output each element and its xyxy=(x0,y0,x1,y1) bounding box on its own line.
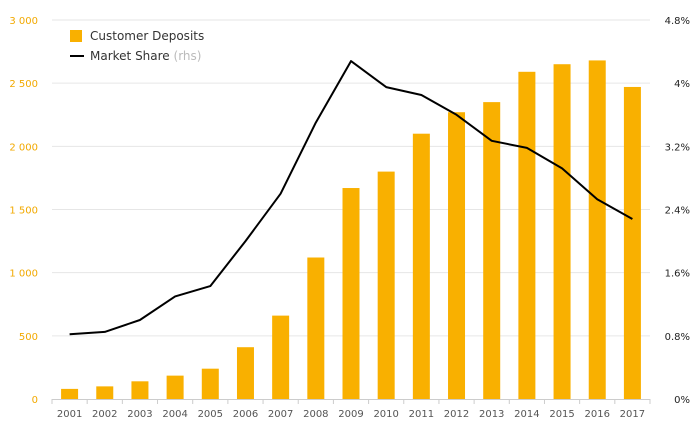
bar-customer-deposits xyxy=(272,315,290,399)
x-tick-label: 2005 xyxy=(198,409,223,420)
bar-customer-deposits xyxy=(236,347,254,399)
legend-label-customer-deposits: Customer Deposits xyxy=(90,29,204,43)
x-tick-label: 2001 xyxy=(57,409,82,420)
y-left-tick-label: 0 xyxy=(32,395,38,406)
x-tick-label: 2007 xyxy=(268,409,293,420)
y-left-tick-label: 2 500 xyxy=(9,79,38,90)
y-right-tick-label: 4% xyxy=(674,79,690,90)
y-left-tick-label: 3 000 xyxy=(9,16,38,27)
x-tick-label: 2003 xyxy=(127,409,152,420)
bar-customer-deposits xyxy=(588,60,606,399)
x-tick-label: 2002 xyxy=(92,409,117,420)
y-left-tick-label: 500 xyxy=(19,332,38,343)
deposit-bars xyxy=(61,60,641,400)
market-share-line xyxy=(69,60,633,336)
bar-customer-deposits xyxy=(412,133,430,399)
x-tick-label: 2004 xyxy=(162,409,187,420)
bar-customer-deposits xyxy=(307,257,325,399)
y-left-tick-label: 2 000 xyxy=(9,142,38,153)
x-tick-label: 2009 xyxy=(338,409,363,420)
bar-customer-deposits xyxy=(483,102,501,399)
market-share-line-layer xyxy=(69,60,633,336)
bar-customer-deposits xyxy=(518,71,536,400)
bar-customer-deposits xyxy=(448,112,466,400)
x-tick-label: 2013 xyxy=(479,409,504,420)
bar-customer-deposits xyxy=(61,388,79,399)
x-tick-label: 2016 xyxy=(585,409,610,420)
x-tick-label: 2008 xyxy=(303,409,328,420)
y-right-tick-label: 3.2% xyxy=(665,142,690,153)
x-tick-label: 2006 xyxy=(233,409,258,420)
bar-customer-deposits xyxy=(377,171,395,399)
x-tick-label: 2017 xyxy=(620,409,645,420)
bar-customer-deposits xyxy=(201,368,219,399)
legend-swatch-customer-deposits xyxy=(70,30,82,42)
bar-customer-deposits xyxy=(342,188,360,399)
bar-customer-deposits xyxy=(96,386,114,399)
axes: 0 500 1 000 1 500 2 000 2 500 3 000 0% 0.8% 1.6% 2… xyxy=(9,16,690,420)
x-tick-label: 2015 xyxy=(549,409,574,420)
bar-customer-deposits xyxy=(166,375,184,399)
x-tick-label: 2011 xyxy=(409,409,434,420)
legend-label-market-share: Market Share (rhs) xyxy=(90,49,201,63)
bar-customer-deposits xyxy=(131,381,149,399)
bar-customer-deposits xyxy=(623,86,641,399)
x-tick-label: 2010 xyxy=(373,409,398,420)
legend-label-market-share-name: Market Share xyxy=(90,49,170,63)
y-left-tick-label: 1 500 xyxy=(9,206,38,217)
x-tick-label: 2012 xyxy=(444,409,469,420)
y-right-tick-label: 0% xyxy=(674,395,690,406)
y-right-tick-label: 4.8% xyxy=(665,16,690,27)
legend-label-market-share-note: (rhs) xyxy=(174,49,202,63)
x-tick-label: 2014 xyxy=(514,409,539,420)
y-left-tick-label: 1 000 xyxy=(9,269,38,280)
y-right-tick-label: 2.4% xyxy=(665,206,690,217)
y-right-tick-label: 1.6% xyxy=(665,269,690,280)
bar-customer-deposits xyxy=(553,64,571,399)
legend: Customer Deposits Market Share (rhs) xyxy=(70,29,204,63)
y-right-tick-label: 0.8% xyxy=(665,332,690,343)
